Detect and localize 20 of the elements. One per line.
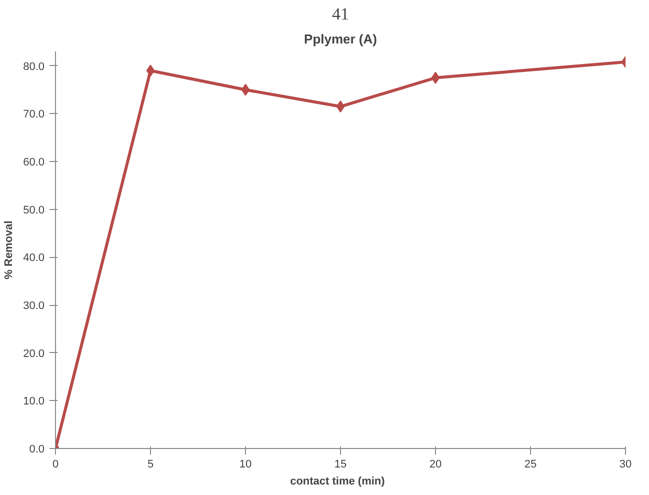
x-tick-label: 25 [524,458,537,470]
text: 41 [332,4,349,24]
x-tick-label: 20 [429,458,442,470]
y-tick-label: 80.0 [23,60,45,73]
x-tick-label: 15 [334,458,347,470]
y-tick-label: 50.0 [23,204,45,216]
y-tick-label: 60.0 [23,156,45,169]
y-tick-label: 70.0 [23,108,45,121]
y-tick-label: 10.0 [23,396,45,408]
x-tick-label: 5 [147,458,154,470]
y-tick-label: 20.0 [23,348,45,360]
x-tick-label: 30 [619,458,632,470]
x-axis-title: contact time (min) [290,476,386,488]
x-tick-label: 0 [52,458,59,470]
y-tick-label: 40.0 [23,252,45,264]
y-tick-label: 0.0 [29,444,45,456]
y-axis-title: % Removal [3,220,16,280]
x-tick-label: 10 [239,458,252,470]
y-tick-label: 30.0 [23,300,45,312]
chart-title: Pplymer (A) [304,32,377,46]
